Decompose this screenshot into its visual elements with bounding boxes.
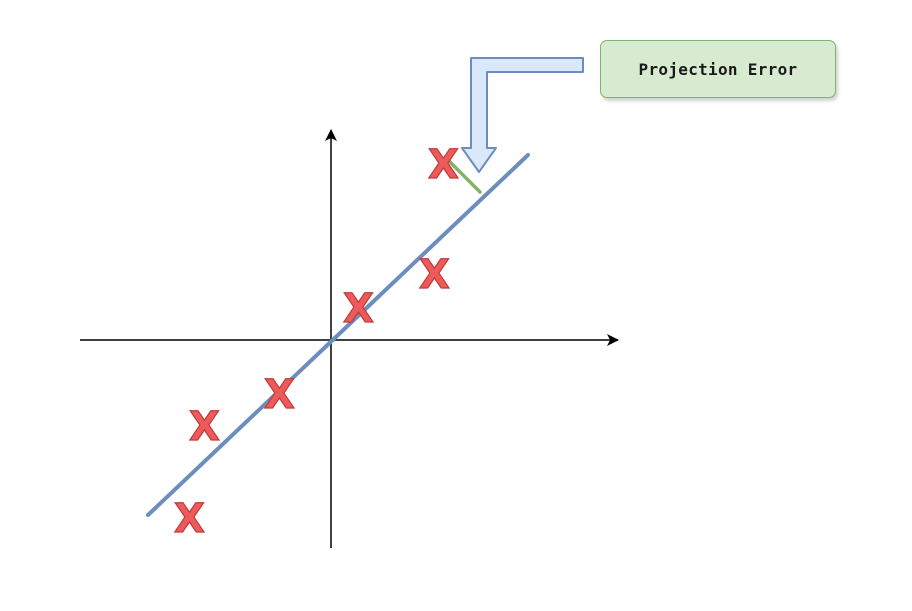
bent-arrow-icon [461, 57, 584, 173]
x-mark-icon: X [189, 404, 220, 450]
x-mark-icon: X [419, 252, 450, 298]
projection-error-segment [444, 156, 482, 194]
projection-error-label-text: Projection Error [638, 59, 798, 79]
data-points: X X X X X X [173, 141, 459, 542]
x-mark-icon: X [174, 496, 205, 542]
x-mark-icon: X [343, 286, 374, 332]
projection-error-label: Projection Error [600, 40, 836, 98]
x-mark-icon: X [264, 372, 295, 418]
projection-line [146, 153, 530, 517]
x-mark-icon: X [428, 142, 459, 188]
